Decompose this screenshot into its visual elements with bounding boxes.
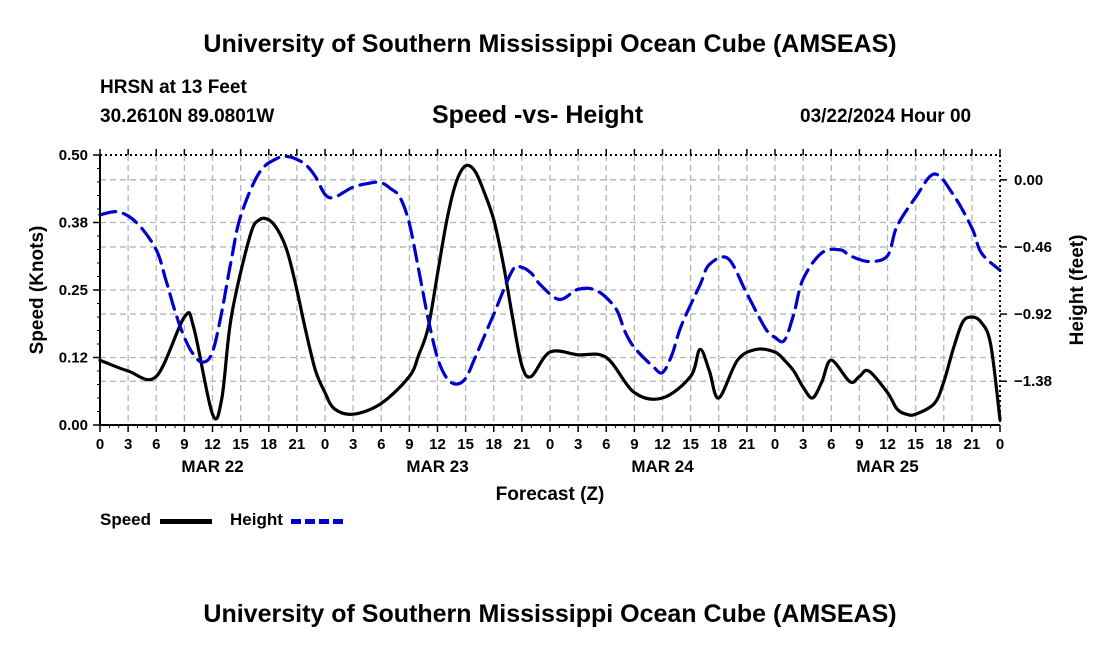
chart-title: University of Southern Mississippi Ocean… [203, 30, 897, 58]
x-tick-label: 18 [935, 436, 952, 453]
chart-series [98, 154, 1002, 422]
x-tick-label: 21 [289, 436, 306, 453]
x-tick-label: 6 [152, 436, 160, 453]
x-tick-label: 0 [321, 436, 329, 453]
chart-grid [100, 155, 1000, 425]
station-coordinates: 30.2610N 89.0801W [100, 106, 275, 127]
day-label: MAR 22 [181, 457, 243, 476]
legend-speed: Speed [100, 510, 151, 530]
x-tick-label: 3 [124, 436, 132, 453]
y-left-tick-label: 0.38 [59, 215, 88, 232]
x-tick-label: 6 [827, 436, 835, 453]
x-tick-label: 3 [349, 436, 357, 453]
x-tick-label: 15 [457, 436, 474, 453]
x-tick-label: 6 [602, 436, 610, 453]
y-left-axis-title: Speed (Knots) [27, 226, 48, 355]
y-right-axis-title: Height (feet) [1067, 235, 1088, 346]
x-tick-label: 18 [260, 436, 277, 453]
y-left-tick-label: 0.50 [59, 147, 88, 164]
x-tick-label: 0 [546, 436, 554, 453]
legend-height-swatch [291, 519, 343, 524]
y-right-tick-label: −0.92 [1014, 306, 1052, 323]
y-left-tick-label: 0.00 [59, 417, 88, 434]
day-label: MAR 24 [631, 457, 694, 476]
x-tick-label: 21 [739, 436, 756, 453]
x-tick-label: 21 [514, 436, 531, 453]
x-tick-label: 6 [377, 436, 385, 453]
legend-height-label: Height [230, 510, 283, 529]
x-tick-label: 3 [799, 436, 807, 453]
x-axis-title: Forecast (Z) [496, 484, 605, 505]
x-tick-label: 9 [180, 436, 188, 453]
x-tick-label: 12 [654, 436, 671, 453]
legend-speed-label: Speed [100, 510, 152, 529]
chart-ticks [93, 149, 1007, 432]
legend-height: Height [230, 510, 283, 530]
forecast-date: 03/22/2024 Hour 00 [800, 106, 972, 127]
x-tick-label: 9 [405, 436, 413, 453]
y-left-tick-label: 0.25 [59, 282, 88, 299]
series-line-speed [98, 163, 1002, 422]
x-tick-label: 15 [232, 436, 249, 453]
y-left-tick-label: 0.12 [59, 350, 88, 367]
day-label: MAR 23 [406, 457, 468, 476]
x-tick-label: 12 [204, 436, 221, 453]
chart-labels: 0 3 6 9 12 15 18 21 0 3 6 9 12 15 18 21 0 3 6 9 12 15 18 21 0 3 6 9… [27, 147, 1088, 505]
y-right-tick-label: 0.00 [1014, 172, 1043, 189]
x-tick-label: 15 [907, 436, 924, 453]
x-tick-label: 3 [574, 436, 582, 453]
y-right-tick-label: −0.46 [1014, 239, 1052, 256]
x-tick-label: 15 [682, 436, 699, 453]
x-tick-label: 0 [771, 436, 779, 453]
footer-title: University of Southern Mississippi Ocean… [203, 600, 897, 628]
x-tick-label: 0 [996, 436, 1004, 453]
series-line-height [98, 154, 1002, 386]
x-tick-label: 0 [96, 436, 104, 453]
x-tick-label: 9 [630, 436, 638, 453]
y-right-tick-label: −1.38 [1014, 373, 1052, 390]
day-label: MAR 25 [856, 457, 918, 476]
x-tick-label: 21 [964, 436, 981, 453]
station-label: HRSN at 13 Feet [100, 77, 247, 98]
x-tick-label: 12 [879, 436, 896, 453]
x-tick-label: 18 [710, 436, 727, 453]
chart-subtitle: Speed -vs- Height [432, 101, 644, 129]
x-tick-label: 9 [855, 436, 863, 453]
legend-speed-swatch [160, 519, 212, 524]
x-tick-label: 12 [429, 436, 446, 453]
x-tick-label: 18 [485, 436, 502, 453]
